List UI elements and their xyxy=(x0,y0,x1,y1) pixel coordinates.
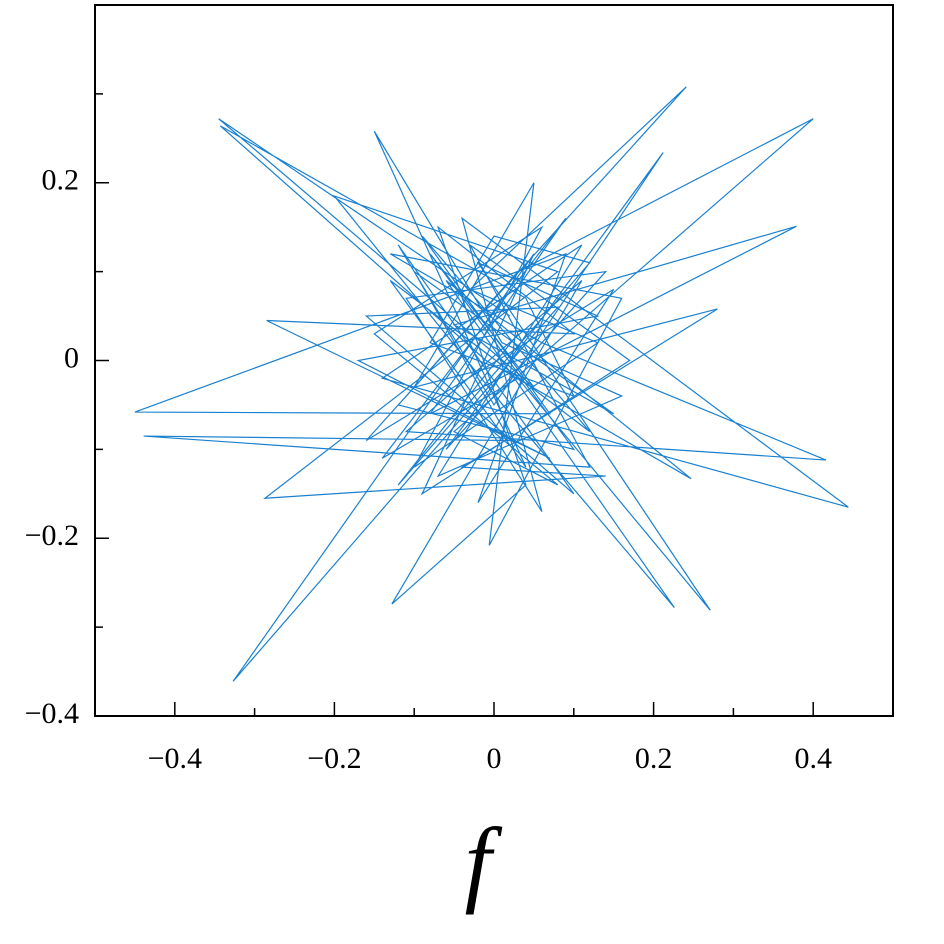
plot-frame xyxy=(94,4,894,717)
x-tick-label: 0 xyxy=(487,742,502,775)
x-tick-label: −0.4 xyxy=(148,742,202,775)
x-tick-label: −0.2 xyxy=(307,742,361,775)
y-tick-label: 0 xyxy=(64,341,79,374)
x-tick-label: 0.2 xyxy=(635,742,673,775)
x-axis-label: f xyxy=(465,808,503,915)
data-line xyxy=(134,86,849,682)
x-tick-label: 0.4 xyxy=(794,742,832,775)
y-tick-label: −0.2 xyxy=(25,519,79,552)
y-tick-label: 0.2 xyxy=(42,164,80,197)
y-tick-label: −0.4 xyxy=(25,697,79,730)
